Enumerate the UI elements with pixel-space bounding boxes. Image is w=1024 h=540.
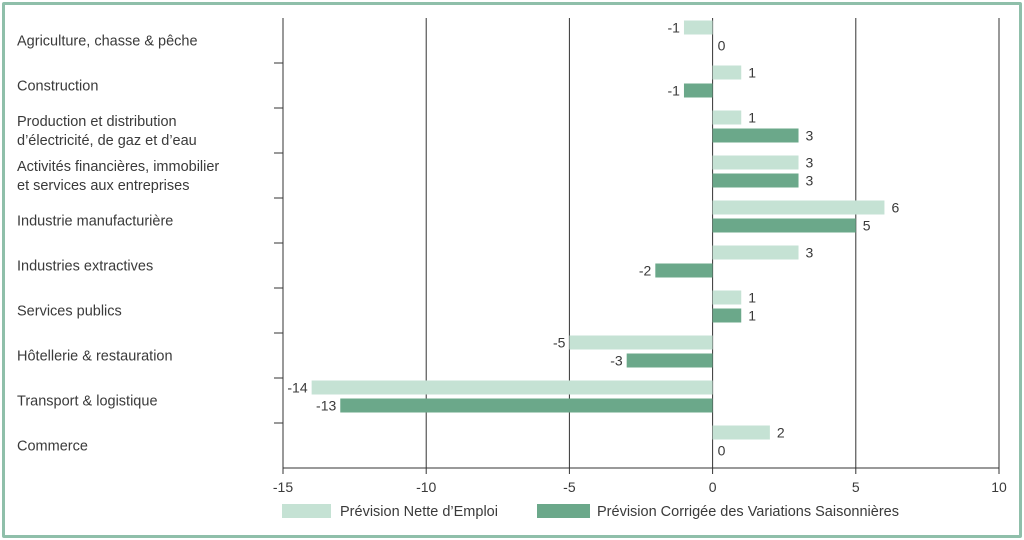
value-label-s2-3: 3: [806, 173, 814, 189]
bar-s1-1: [712, 65, 742, 80]
category-label-6: Services publics: [17, 304, 122, 320]
x-tick-label-3: 0: [709, 479, 717, 495]
category-label-0: Agriculture, chasse & pêche: [17, 34, 198, 50]
x-tick-label-1: -10: [416, 479, 436, 495]
category-label-5: Industries extractives: [17, 259, 153, 275]
x-tick-label-4: 5: [852, 479, 860, 495]
x-tick-label-2: -5: [563, 479, 576, 495]
bar-s1-3: [712, 155, 799, 170]
bar-s1-2: [712, 110, 742, 125]
x-tick-label-5: 10: [991, 479, 1007, 495]
value-label-s2-5: -2: [639, 263, 652, 279]
value-label-s2-7: -3: [610, 353, 623, 369]
category-label-3: Activités financières, immobilier et serv…: [17, 159, 219, 194]
x-tick-label-0: -15: [273, 479, 293, 495]
value-label-s2-2: 3: [806, 128, 814, 144]
value-label-s1-5: 3: [806, 245, 814, 261]
labels: Agriculture, chasse & pêche Construction P…: [17, 20, 899, 459]
axes: -15 -10 -5 0 5 10: [273, 18, 1007, 495]
bar-s2-2: [712, 128, 799, 143]
value-label-s1-6: 1: [748, 290, 756, 306]
value-label-s1-1: 1: [748, 65, 756, 81]
value-label-s1-3: 3: [806, 155, 814, 171]
bar-s1-7: [569, 335, 713, 350]
category-label-2: Production et distribution d’électricité,…: [17, 114, 197, 149]
category-label-7: Hôtellerie & restauration: [17, 349, 173, 365]
value-label-s2-6: 1: [748, 308, 756, 324]
legend-swatch-2: [537, 504, 590, 518]
legend-label-2: Prévision Corrigée des Variations Saison…: [597, 504, 899, 520]
bar-s2-8: [340, 398, 713, 413]
bar-s2-1: [683, 83, 713, 98]
value-label-s1-0: -1: [668, 20, 681, 36]
value-label-s2-8: -13: [316, 398, 336, 414]
value-label-s2-1: -1: [668, 83, 681, 99]
bar-s1-6: [712, 290, 742, 305]
bar-s1-0: [683, 20, 713, 35]
bar-s1-5: [712, 245, 799, 260]
value-label-s1-2: 1: [748, 110, 756, 126]
value-label-s1-4: 6: [891, 200, 899, 216]
legend: Prévision Nette d’Emploi Prévision Corrig…: [282, 504, 899, 520]
value-label-s2-4: 5: [863, 218, 871, 234]
category-label-4: Industrie manufacturière: [17, 214, 173, 230]
legend-swatch-1: [282, 504, 331, 518]
bar-s2-4: [712, 218, 856, 233]
value-label-s1-8: -14: [287, 380, 307, 396]
bar-s2-7: [626, 353, 713, 368]
category-label-9: Commerce: [17, 439, 88, 455]
bar-s1-9: [712, 425, 770, 440]
category-label-8: Transport & logistique: [17, 394, 158, 410]
bar-s2-6: [712, 308, 742, 323]
bar-s2-5: [655, 263, 713, 278]
value-label-s2-0: 0: [718, 38, 726, 54]
category-label-1: Construction: [17, 79, 98, 95]
value-label-s1-7: -5: [553, 335, 566, 351]
value-label-s2-9: 0: [718, 443, 726, 459]
bars: [311, 20, 885, 440]
value-label-s1-9: 2: [777, 425, 785, 441]
legend-label-1: Prévision Nette d’Emploi: [340, 504, 498, 520]
bar-s2-3: [712, 173, 799, 188]
bar-s1-4: [712, 200, 885, 215]
bar-s1-8: [311, 380, 713, 395]
